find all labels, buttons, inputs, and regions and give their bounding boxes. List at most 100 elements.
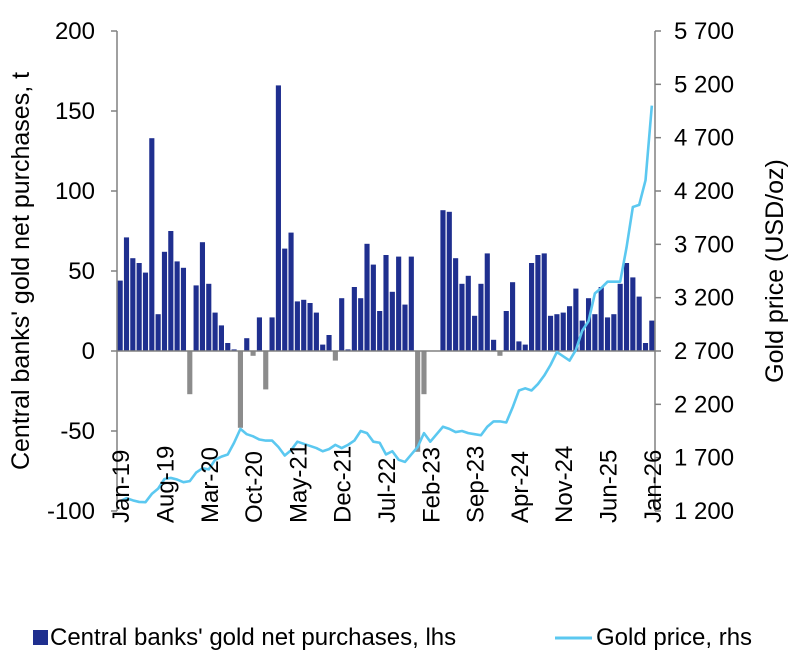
right-tick-label: 1 700 <box>674 445 734 472</box>
x-tick-label: Oct-20 <box>241 451 268 523</box>
right-tick-label: 5 700 <box>674 18 734 45</box>
bar <box>396 256 402 351</box>
right-tick-label: 5 200 <box>674 71 734 98</box>
x-axis-ticks: Jan-19 Aug-19 Mar-20 Oct-20 May-21 Dec-21 Jul-… <box>108 443 667 523</box>
bar <box>649 320 655 351</box>
bar <box>364 243 370 351</box>
bar <box>345 349 351 351</box>
bar <box>256 317 262 351</box>
bar <box>142 272 149 351</box>
bar <box>510 282 516 351</box>
bar <box>218 325 224 351</box>
bar <box>579 320 585 351</box>
bar <box>497 351 503 356</box>
bar <box>231 349 237 351</box>
bar <box>585 298 592 351</box>
bar <box>440 210 446 351</box>
bar <box>313 312 319 351</box>
bar <box>415 351 421 452</box>
x-tick-label: Apr-24 <box>507 451 534 523</box>
bar <box>199 242 206 351</box>
bar <box>377 311 383 351</box>
bar <box>339 298 345 351</box>
left-y-axis-ticks: -100 -50 0 50 100 150 200 <box>47 18 117 525</box>
line-series <box>119 105 654 504</box>
left-tick-label: 0 <box>82 338 95 365</box>
bar <box>269 317 275 351</box>
bar <box>636 296 642 351</box>
bar <box>206 283 212 351</box>
bar <box>453 258 459 351</box>
bar <box>263 351 269 390</box>
x-tick-label: May-21 <box>285 443 312 523</box>
right-axis-title: Gold price (USD/oz) <box>761 159 789 383</box>
right-tick-label: 1 200 <box>674 498 734 525</box>
bar <box>193 285 199 351</box>
bar <box>598 287 604 351</box>
bar <box>566 306 573 351</box>
left-tick-label: -100 <box>47 498 95 525</box>
bar <box>484 253 490 351</box>
legend: Central banks' gold net purchases, lhs G… <box>33 624 752 651</box>
right-tick-label: 2 200 <box>674 391 734 418</box>
legend-bar-swatch <box>33 630 48 645</box>
bar <box>604 317 611 351</box>
x-tick-label: Jul-22 <box>374 458 401 523</box>
bar <box>548 315 554 351</box>
right-y-axis-ticks: 1 200 1 700 2 200 2 700 3 200 3 700 4 200 4 700… <box>655 18 734 525</box>
bar <box>301 299 307 351</box>
bar <box>155 314 161 351</box>
x-tick-label: Jan-26 <box>640 450 667 523</box>
bar <box>554 314 560 351</box>
x-tick-label: Sep-23 <box>463 446 490 523</box>
bar <box>358 298 364 351</box>
right-tick-label: 4 700 <box>674 125 734 152</box>
bar <box>541 253 547 351</box>
left-tick-label: 200 <box>55 18 95 45</box>
bar <box>294 301 300 351</box>
legend-line-label: Gold price, rhs <box>596 624 752 651</box>
x-tick-label: Jan-19 <box>108 450 135 523</box>
x-tick-label: Dec-21 <box>330 446 357 523</box>
bar <box>275 85 281 352</box>
right-tick-label: 4 200 <box>674 178 734 205</box>
x-tick-label: Nov-24 <box>551 446 578 523</box>
gold-price-line <box>119 105 654 504</box>
bar <box>237 351 243 428</box>
bar <box>149 138 155 351</box>
bar <box>446 211 452 351</box>
bar <box>522 344 528 351</box>
bar-series <box>117 85 655 452</box>
bar <box>288 232 294 351</box>
bar <box>516 341 522 351</box>
bar <box>136 263 142 351</box>
bar <box>250 351 256 356</box>
bar <box>326 335 332 351</box>
legend-bar-label: Central banks' gold net purchases, lhs <box>50 624 456 651</box>
bar <box>573 288 579 351</box>
bar <box>383 255 389 351</box>
bar <box>174 261 180 351</box>
bar <box>123 237 130 351</box>
left-tick-label: 100 <box>55 178 95 205</box>
bar <box>370 264 376 351</box>
bar <box>623 263 630 351</box>
bar <box>529 263 535 351</box>
bar <box>478 283 484 351</box>
bar <box>421 351 427 395</box>
bar <box>389 291 395 351</box>
left-axis-title: Central banks' gold net purchases, t <box>7 72 35 470</box>
bar <box>592 314 598 351</box>
bar <box>180 267 187 351</box>
bar <box>630 277 636 351</box>
right-tick-label: 3 200 <box>674 285 734 312</box>
bar <box>225 343 231 351</box>
bar <box>130 258 136 351</box>
bar <box>161 251 168 351</box>
bar <box>351 287 357 351</box>
bar <box>503 311 509 351</box>
bar <box>611 314 617 351</box>
bar <box>642 343 649 351</box>
bar <box>472 315 478 351</box>
